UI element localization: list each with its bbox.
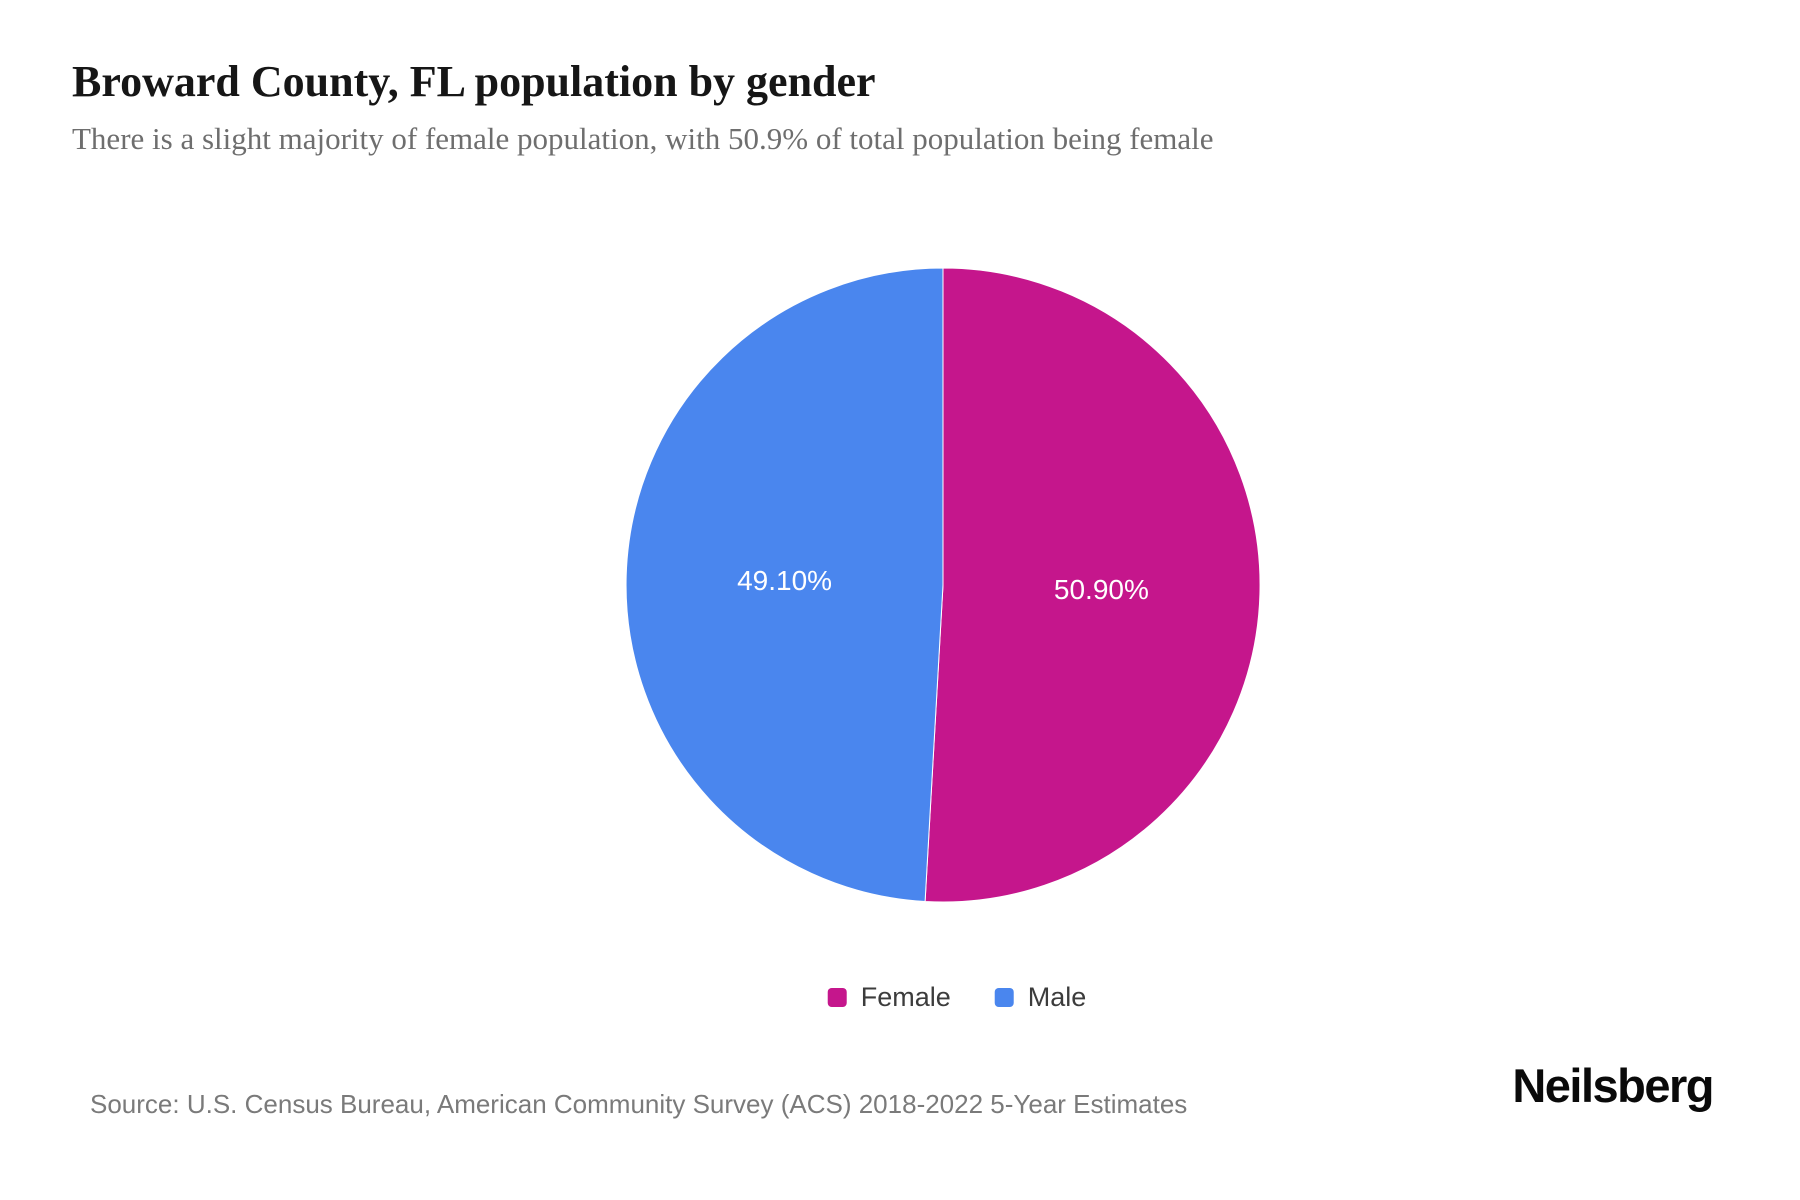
legend-item-male[interactable]: Male [994, 982, 1087, 1013]
chart-subtitle: There is a slight majority of female pop… [72, 121, 1214, 156]
legend-swatch-male [994, 988, 1014, 1007]
pie-chart: 50.90% 49.10% [623, 265, 1263, 905]
legend-swatch-female [827, 988, 847, 1007]
pie-data-label-male: 49.10% [737, 565, 832, 596]
legend-item-female[interactable]: Female [827, 982, 951, 1013]
legend: Female Male [827, 982, 1087, 1013]
pie-slice-male[interactable] [625, 267, 944, 902]
pie-slice-female[interactable] [924, 267, 1261, 903]
brand-logo: Neilsberg [1512, 1059, 1714, 1112]
chart-title: Broward County, FL population by gender [72, 57, 876, 106]
source-note: Source: U.S. Census Bureau, American Com… [90, 1089, 1188, 1119]
legend-label-female: Female [860, 982, 951, 1012]
legend-label-male: Male [1027, 982, 1087, 1012]
pie-data-label-female: 50.90% [1054, 574, 1149, 605]
pie-chart-svg: 50.90% 49.10% [625, 267, 1261, 903]
